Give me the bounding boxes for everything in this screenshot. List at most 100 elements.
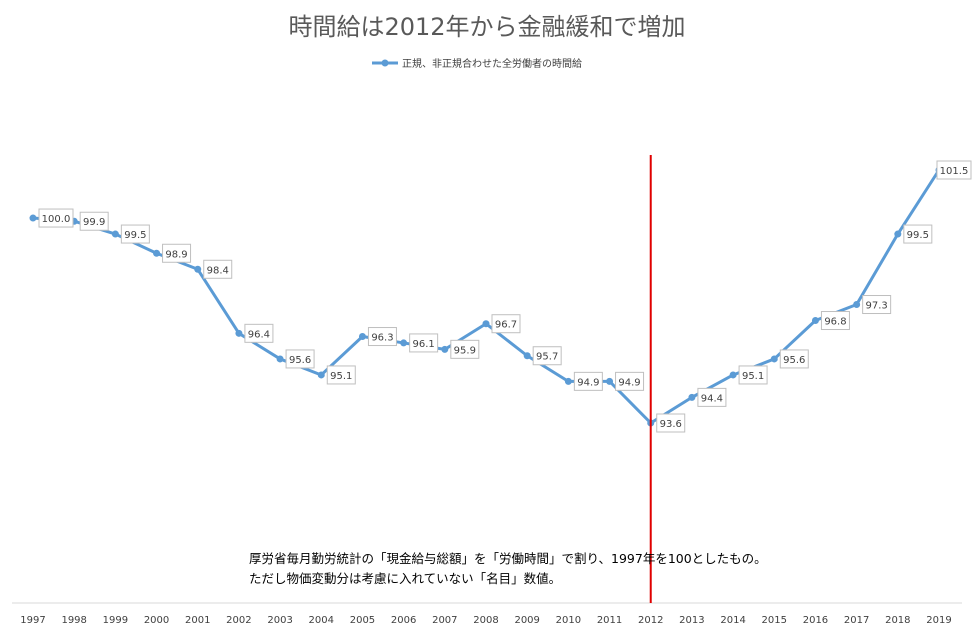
data-label-text: 96.4 xyxy=(248,329,270,340)
x-tick-label: 2016 xyxy=(803,615,828,626)
data-label-box xyxy=(656,413,686,433)
x-tick-label: 2001 xyxy=(185,615,210,626)
data-label: 94.9 xyxy=(615,371,645,391)
data-label: 94.9 xyxy=(573,371,603,391)
x-tick-label: 2002 xyxy=(226,615,251,626)
data-label-box xyxy=(38,208,74,228)
data-label-text: 96.8 xyxy=(824,317,846,328)
x-tick-label: 2015 xyxy=(762,615,787,626)
x-tick-label: 2018 xyxy=(885,615,910,626)
data-point xyxy=(400,339,408,347)
x-tick-label: 2017 xyxy=(844,615,869,626)
data-label: 99.5 xyxy=(120,224,150,244)
x-tick-label: 2019 xyxy=(926,615,951,626)
data-label: 96.1 xyxy=(409,333,439,353)
data-point xyxy=(235,329,243,337)
data-label-box xyxy=(820,311,850,331)
data-label-text: 96.3 xyxy=(371,333,393,344)
data-label-text: 98.4 xyxy=(207,265,229,276)
data-label: 98.4 xyxy=(203,259,233,279)
data-label-text: 98.9 xyxy=(165,249,187,260)
data-point xyxy=(153,249,161,257)
data-point xyxy=(729,371,737,379)
x-tick-label: 1999 xyxy=(103,615,128,626)
data-label-box xyxy=(738,365,768,385)
data-label: 98.9 xyxy=(162,243,192,263)
data-label-text: 100.0 xyxy=(42,214,71,225)
data-point xyxy=(111,230,119,238)
data-label-text: 97.3 xyxy=(866,301,888,312)
data-label-text: 96.1 xyxy=(413,339,435,350)
x-tick-label: 2005 xyxy=(350,615,375,626)
x-tick-label: 2013 xyxy=(679,615,704,626)
data-point xyxy=(894,230,902,238)
data-label-box xyxy=(450,339,480,359)
data-label-box xyxy=(79,211,109,231)
data-point xyxy=(441,345,449,353)
x-tick-label: 2011 xyxy=(597,615,622,626)
data-label-box xyxy=(120,224,150,244)
data-label-text: 95.7 xyxy=(536,352,558,363)
data-label: 96.7 xyxy=(491,314,521,334)
data-label-box xyxy=(367,327,397,347)
x-tick-label: 2014 xyxy=(720,615,745,626)
x-tick-label: 2000 xyxy=(144,615,169,626)
series-line xyxy=(32,169,941,425)
data-label-text: 99.5 xyxy=(124,230,146,241)
data-label-box xyxy=(779,349,809,369)
data-label: 93.6 xyxy=(656,413,686,433)
data-label: 94.4 xyxy=(697,387,727,407)
data-label-box xyxy=(903,224,933,244)
data-point xyxy=(482,320,490,328)
annotation-line-1: 厚労省毎月勤労統計の「現金給与総額」を「労働時間」で割り、1997年を100とし… xyxy=(249,551,767,566)
x-tick-label: 2012 xyxy=(638,615,663,626)
data-label-text: 99.5 xyxy=(907,230,929,241)
data-label-text: 95.6 xyxy=(783,355,805,366)
data-label: 96.8 xyxy=(820,311,850,331)
data-point xyxy=(811,317,819,325)
data-label-text: 95.1 xyxy=(330,371,352,382)
x-tick-label: 2009 xyxy=(514,615,539,626)
data-label-text: 94.4 xyxy=(701,393,723,404)
data-label-text: 99.9 xyxy=(83,217,105,228)
data-label: 97.3 xyxy=(862,295,892,315)
data-label-box xyxy=(409,333,439,353)
annotation: 厚労省毎月勤労統計の「現金給与総額」を「労働時間」で割り、1997年を100とし… xyxy=(249,551,767,586)
data-label: 99.9 xyxy=(79,211,109,231)
x-tick-label: 1997 xyxy=(20,615,45,626)
data-point xyxy=(358,333,366,341)
data-point xyxy=(770,355,778,363)
data-label-box xyxy=(203,259,233,279)
data-label: 96.3 xyxy=(367,327,397,347)
data-label-box xyxy=(697,387,727,407)
data-label: 95.6 xyxy=(285,349,315,369)
data-label: 95.6 xyxy=(779,349,809,369)
x-tick-label: 2003 xyxy=(267,615,292,626)
x-tick-label: 2007 xyxy=(432,615,457,626)
data-label-box xyxy=(491,314,521,334)
data-label-text: 96.7 xyxy=(495,320,517,331)
data-point xyxy=(523,352,531,360)
data-label: 95.9 xyxy=(450,339,480,359)
x-tick-label: 1998 xyxy=(61,615,86,626)
data-label-text: 95.9 xyxy=(454,345,476,356)
data-label-box xyxy=(615,371,645,391)
data-label-box xyxy=(862,295,892,315)
data-point xyxy=(317,371,325,379)
data-label-text: 95.6 xyxy=(289,355,311,366)
data-label-box xyxy=(936,160,972,180)
data-label: 95.7 xyxy=(532,346,562,366)
data-label-box xyxy=(573,371,603,391)
data-label-box xyxy=(162,243,192,263)
x-tick-label: 2010 xyxy=(556,615,581,626)
data-point xyxy=(606,377,614,385)
chart-title: 時間給は2012年から金融緩和で増加 xyxy=(288,13,685,41)
data-point xyxy=(29,214,37,222)
series-group xyxy=(29,166,943,427)
data-labels: 100.0 99.9 99.5 98.9 98.4 96.4 95.6 95.1 96.3 96.… xyxy=(38,160,972,433)
data-label-text: 95.1 xyxy=(742,371,764,382)
data-label: 95.1 xyxy=(326,365,356,385)
annotation-line-2: ただし物価変動分は考慮に入れていない「名目」数値。 xyxy=(249,571,561,586)
legend-marker-swatch xyxy=(381,59,389,67)
